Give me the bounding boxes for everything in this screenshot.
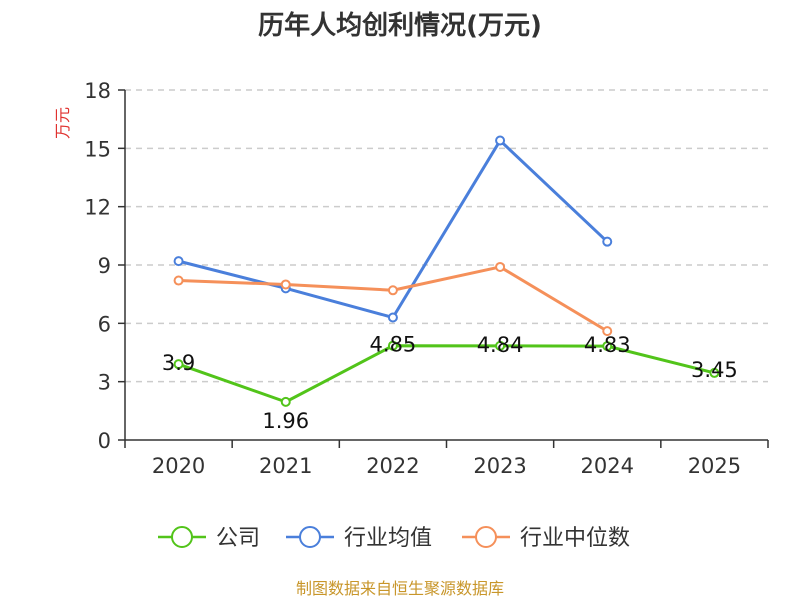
legend-item-2[interactable]: 行业中位数	[462, 526, 630, 551]
series-layer	[173, 135, 720, 407]
x-tick-label: 2024	[581, 454, 634, 478]
x-tick-label: 2020	[152, 454, 205, 478]
data-point[interactable]	[173, 256, 184, 267]
chart-title: 历年人均创利情况(万元)	[258, 10, 542, 41]
x-tick-label: 2021	[259, 454, 312, 478]
source-note: 制图数据来自恒生聚源数据库	[296, 579, 504, 598]
legend-marker	[475, 526, 497, 548]
legend-marker	[299, 526, 321, 548]
data-point[interactable]	[387, 285, 398, 296]
data-point[interactable]	[173, 359, 184, 370]
legend-label: 公司	[216, 526, 260, 551]
legend[interactable]: 公司 行业均值 行业中位数	[158, 526, 630, 551]
series-line-0	[178, 344, 715, 404]
y-tick-label: 0	[98, 429, 111, 453]
data-labels: 3.9 1.96 4.85 4.84 4.83 3.45	[162, 333, 738, 433]
legend-item-0[interactable]: 公司	[158, 526, 260, 551]
data-point[interactable]	[280, 279, 291, 290]
data-point[interactable]	[173, 275, 184, 286]
data-label: 4.84	[477, 333, 524, 357]
legend-label: 行业中位数	[520, 526, 630, 551]
x-tick-label: 2022	[366, 454, 419, 478]
data-point[interactable]	[280, 396, 291, 407]
data-label: 4.85	[370, 333, 417, 357]
data-point[interactable]	[602, 341, 613, 352]
y-tick-label: 12	[84, 196, 111, 220]
data-point[interactable]	[602, 236, 613, 247]
y-axis-label: 万元	[53, 107, 72, 139]
data-point[interactable]	[495, 261, 506, 272]
legend-marker	[171, 526, 193, 548]
data-label: 4.83	[584, 333, 631, 357]
grid-lines	[125, 89, 768, 383]
y-tick-label: 6	[98, 312, 111, 336]
y-tick-label: 18	[84, 79, 111, 103]
data-point[interactable]	[495, 340, 506, 351]
x-tick-label: 2025	[688, 454, 741, 478]
data-point[interactable]	[387, 312, 398, 323]
data-point[interactable]	[602, 326, 613, 337]
legend-label: 行业均值	[344, 526, 432, 551]
data-point[interactable]	[387, 340, 398, 351]
data-label: 3.45	[691, 358, 738, 382]
data-point[interactable]	[495, 135, 506, 146]
data-label: 1.96	[262, 409, 309, 433]
data-label: 3.9	[162, 351, 195, 375]
y-tick-label: 9	[98, 254, 111, 278]
y-tick-label: 15	[84, 137, 111, 161]
x-tick-label: 2023	[473, 454, 526, 478]
y-tick-label: 3	[98, 371, 111, 395]
data-point[interactable]	[709, 367, 720, 378]
legend-item-1[interactable]: 行业均值	[286, 526, 432, 551]
axes: 0 3 6 9 12 15 18 2020 2021 2022 2023 2024 2025	[84, 79, 769, 478]
